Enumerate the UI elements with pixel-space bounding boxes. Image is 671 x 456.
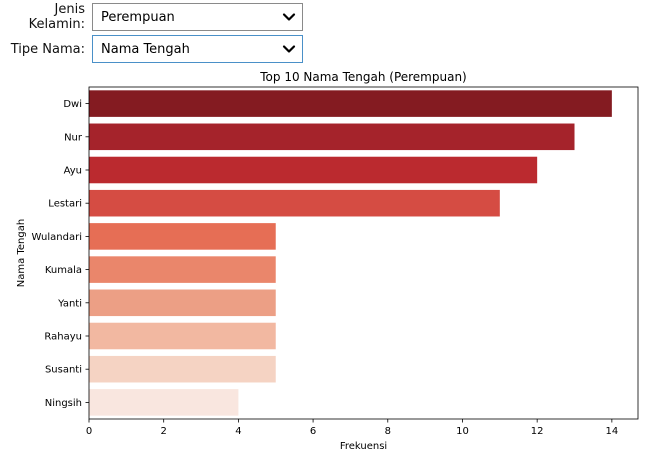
x-ticks: 0 2 4 6 8 10 12 14 bbox=[86, 419, 618, 437]
y-tick-label: Nur bbox=[64, 132, 83, 143]
bar-wulandari bbox=[89, 223, 276, 250]
name-type-dropdown[interactable]: Nama Tengah bbox=[92, 35, 303, 63]
y-tick-label: Ningsih bbox=[45, 398, 82, 409]
gender-dropdown[interactable]: Perempuan bbox=[92, 3, 303, 31]
y-ticks: Dwi Nur Ayu Lestari Wulandari Kumala Yanti Raha… bbox=[32, 99, 89, 409]
x-tick-label: 0 bbox=[86, 426, 92, 437]
x-tick-label: 4 bbox=[235, 426, 241, 437]
x-tick-label: 14 bbox=[605, 426, 618, 437]
bar-ayu bbox=[89, 156, 538, 184]
y-tick-label: Ayu bbox=[64, 166, 82, 177]
x-tick-label: 6 bbox=[310, 426, 316, 437]
y-tick-label: Wulandari bbox=[32, 232, 82, 243]
bar-susanti bbox=[89, 355, 276, 383]
y-tick-label: Yanti bbox=[57, 298, 82, 309]
y-axis-title: Nama Tengah bbox=[16, 219, 27, 287]
x-tick-label: 12 bbox=[531, 426, 544, 437]
gender-dropdown-value: Perempuan bbox=[101, 9, 175, 25]
name-type-label: Tipe Nama: bbox=[10, 41, 85, 57]
bar-chart: Top 10 Nama Tengah (Perempuan) Frekuensi… bbox=[16, 70, 639, 452]
x-axis-title: Frekuensi bbox=[340, 441, 387, 452]
gender-control: Jenis Kelamin: Perempuan bbox=[0, 2, 303, 32]
x-tick-label: 2 bbox=[161, 426, 167, 437]
chevron-down-icon bbox=[282, 45, 296, 53]
gender-label: Jenis Kelamin: bbox=[28, 2, 85, 32]
bar-dwi bbox=[89, 90, 612, 117]
bar-ningsih bbox=[89, 389, 239, 416]
plot-frame bbox=[88, 86, 639, 420]
x-tick-label: 10 bbox=[456, 426, 469, 437]
name-type-dropdown-value: Nama Tengah bbox=[101, 41, 190, 57]
x-tick-label: 8 bbox=[385, 426, 391, 437]
bar-rahayu bbox=[89, 322, 276, 350]
name-type-control: Tipe Nama: Nama Tengah bbox=[0, 35, 303, 63]
y-tick-label: Lestari bbox=[48, 199, 82, 210]
y-tick-label: Kumala bbox=[45, 265, 82, 276]
bar-lestari bbox=[89, 189, 500, 217]
y-tick-label: Rahayu bbox=[44, 332, 82, 343]
bars-layer bbox=[89, 90, 612, 416]
bar-kumala bbox=[89, 256, 276, 283]
chevron-down-icon bbox=[282, 13, 296, 21]
y-tick-label: Susanti bbox=[45, 365, 82, 376]
bar-yanti bbox=[89, 289, 276, 317]
y-tick-label: Dwi bbox=[63, 99, 82, 110]
chart-title: Top 10 Nama Tengah (Perempuan) bbox=[259, 70, 466, 84]
bar-nur bbox=[89, 123, 575, 151]
